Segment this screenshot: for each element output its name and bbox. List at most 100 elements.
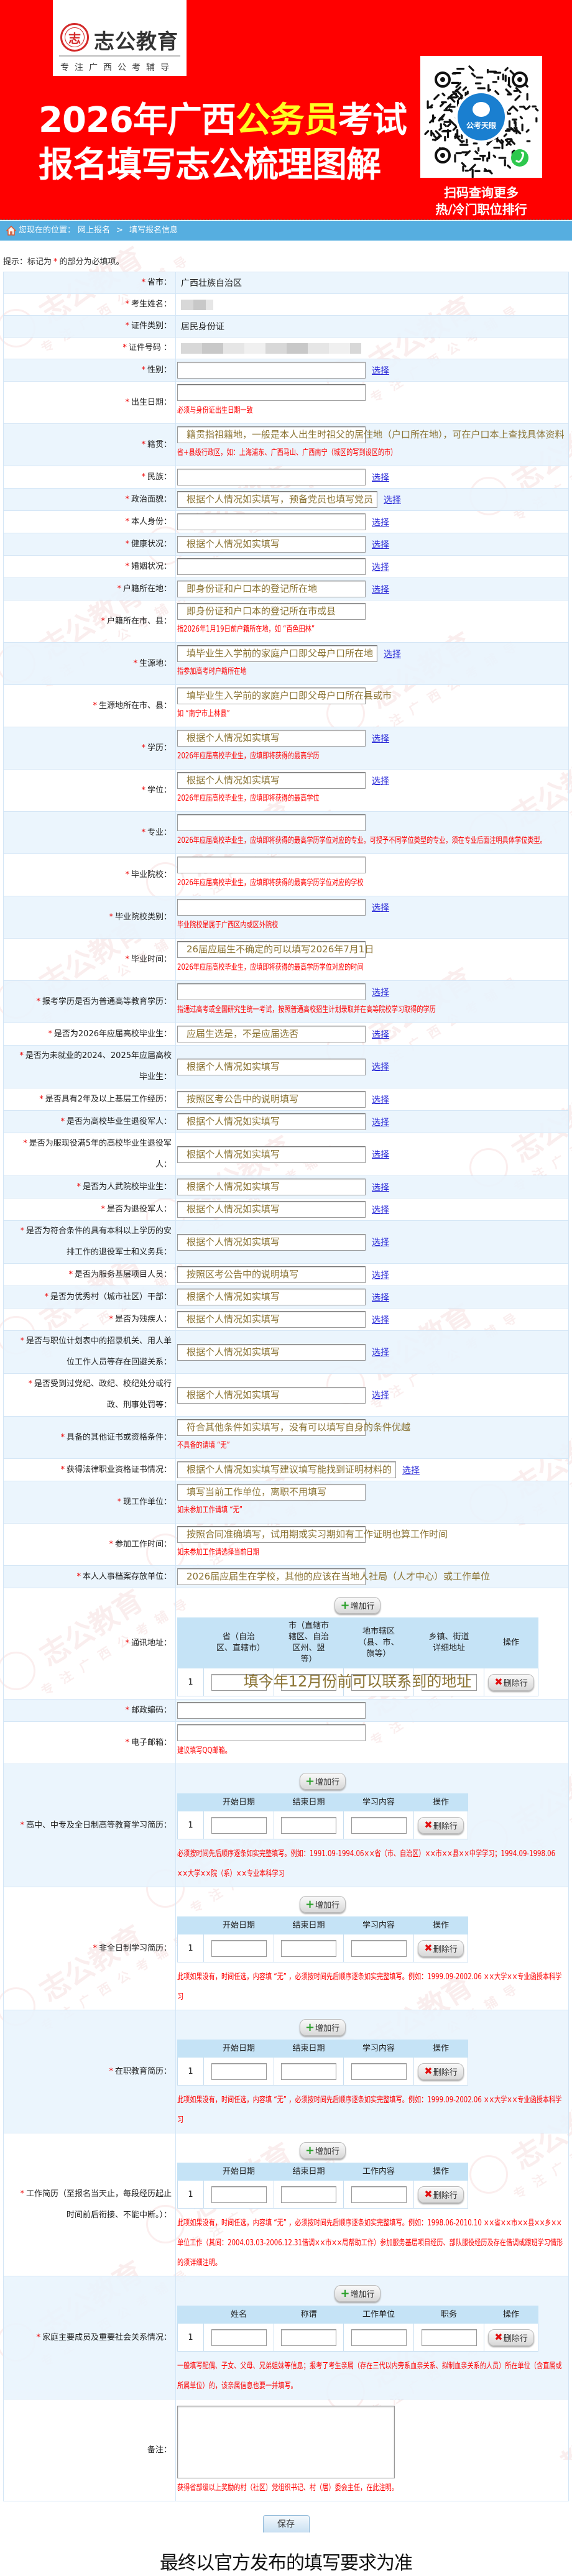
text-input[interactable]: 根据个人情况如实填写 xyxy=(177,1311,366,1328)
delete-row-button[interactable]: ✖ 删除行 xyxy=(488,2329,534,2346)
cell-input[interactable] xyxy=(351,1816,407,1834)
text-input[interactable] xyxy=(177,983,366,1000)
cell-input[interactable] xyxy=(351,1673,407,1691)
text-input[interactable]: 根据个人情况如实填写 xyxy=(177,730,366,747)
cell-input[interactable] xyxy=(211,2329,267,2346)
text-input[interactable] xyxy=(177,513,366,530)
cell-input[interactable] xyxy=(421,2329,477,2346)
select-link[interactable]: 选择 xyxy=(372,517,389,528)
text-input[interactable]: 根据个人情况如实填写，预备党员也填写党员 xyxy=(177,491,378,508)
delete-row-button[interactable]: ✖ 删除行 xyxy=(418,2063,464,2080)
text-input[interactable]: 应届生选是，不是应届选否 xyxy=(177,1026,366,1042)
select-link[interactable]: 选择 xyxy=(372,584,389,595)
select-link[interactable]: 选择 xyxy=(372,1391,389,1401)
text-input[interactable]: 根据个人情况如实填写 xyxy=(177,536,366,553)
text-input[interactable] xyxy=(177,469,366,485)
remarks-textarea[interactable] xyxy=(177,2406,395,2478)
cell-input[interactable] xyxy=(281,2186,336,2203)
cell-input[interactable] xyxy=(211,1816,267,1834)
select-link[interactable]: 选择 xyxy=(372,1062,389,1072)
cell-input[interactable] xyxy=(351,2329,407,2346)
select-link[interactable]: 选择 xyxy=(372,734,389,744)
add-row-button[interactable]: + 增加行 xyxy=(334,1597,381,1614)
select-link[interactable]: 选择 xyxy=(372,562,389,573)
select-link[interactable]: 选择 xyxy=(372,366,389,376)
cell-input[interactable] xyxy=(211,2063,267,2080)
text-input[interactable]: 2026届应届生在学校，其他的应该在当地人社局（人才中心）或工作单位 xyxy=(177,1568,490,1585)
text-input[interactable]: 符合其他条件如实填写，没有可以填写自身的条件优越 xyxy=(177,1419,410,1436)
text-input[interactable]: 根据个人情况如实填写建议填写能找到证明材料的 xyxy=(177,1461,397,1478)
save-button[interactable]: 保存 xyxy=(262,2515,310,2532)
select-link[interactable]: 选择 xyxy=(372,1029,389,1040)
text-input[interactable]: 根据个人情况如实填写 xyxy=(177,772,366,789)
text-input[interactable]: 26届应届生不确定的可以填写2026年7月1日 xyxy=(177,941,374,958)
select-link[interactable]: 选择 xyxy=(402,1465,420,1476)
cell-input[interactable] xyxy=(281,2329,336,2346)
cell-input[interactable] xyxy=(281,1816,336,1834)
text-input[interactable]: 填毕业生入学前的家庭户口即父母户口所在地 xyxy=(177,645,378,662)
text-input[interactable]: 即身份证和户口本的登记所在地 xyxy=(177,581,366,597)
add-row-button[interactable]: + 增加行 xyxy=(334,2285,381,2302)
text-input[interactable]: 填写当前工作单位，离职不用填写 xyxy=(177,1484,366,1501)
select-link[interactable]: 选择 xyxy=(372,1150,389,1160)
select-link[interactable]: 选择 xyxy=(372,1270,389,1281)
delete-row-button[interactable]: ✖ 删除行 xyxy=(418,1939,464,1957)
cell-input[interactable] xyxy=(351,2186,407,2203)
select-link[interactable]: 选择 xyxy=(372,903,389,913)
select-link[interactable]: 选择 xyxy=(372,1315,389,1325)
select-link[interactable]: 选择 xyxy=(372,1095,389,1105)
text-input[interactable]: 按照区考公告中的说明填写 xyxy=(177,1091,366,1108)
select-link[interactable]: 选择 xyxy=(384,495,402,505)
select-link[interactable]: 选择 xyxy=(372,1348,389,1358)
cell-input[interactable] xyxy=(351,2063,407,2080)
text-input[interactable] xyxy=(177,899,366,916)
text-input[interactable]: 根据个人情况如实填写 xyxy=(177,1233,366,1251)
select-link[interactable]: 选择 xyxy=(372,1292,389,1303)
text-input[interactable] xyxy=(177,558,366,575)
cell-input[interactable] xyxy=(211,1939,267,1957)
select-link[interactable]: 选择 xyxy=(372,1182,389,1193)
text-input[interactable]: 籍贯指祖籍地，一般是本人出生时祖父的居住地（户口所在地），可在户口本上查找具体资… xyxy=(177,426,565,443)
text-input[interactable]: 按照区考公告中的说明填写 xyxy=(177,1266,366,1283)
cell-input[interactable] xyxy=(211,1673,267,1691)
text-input[interactable]: 根据个人情况如实填写 xyxy=(177,1201,366,1218)
text-input[interactable] xyxy=(177,814,366,831)
text-input[interactable]: 根据个人情况如实填写 xyxy=(177,1343,366,1361)
text-input[interactable]: 根据个人情况如实填写 xyxy=(177,1179,366,1195)
select-link[interactable]: 选择 xyxy=(372,987,389,998)
delete-row-button[interactable]: ✖ 删除行 xyxy=(418,2186,464,2203)
select-link[interactable]: 选择 xyxy=(372,472,389,483)
cell-input[interactable] xyxy=(281,1939,336,1957)
text-input[interactable]: 填毕业生入学前的家庭户口即父母户口所在县或市 xyxy=(177,688,392,704)
cell-input[interactable] xyxy=(421,1673,477,1691)
text-input[interactable]: 根据个人情况如实填写 xyxy=(177,1289,366,1305)
text-input[interactable] xyxy=(177,384,366,401)
select-link[interactable]: 选择 xyxy=(372,1117,389,1128)
text-input[interactable]: 按照合同准确填写，试用期或实习期如有工作证明也算工作时间 xyxy=(177,1526,448,1543)
cell-input[interactable] xyxy=(281,1673,336,1691)
select-link[interactable]: 选择 xyxy=(372,1205,389,1215)
add-row-button[interactable]: + 增加行 xyxy=(299,1773,346,1790)
text-input[interactable]: 根据个人情况如实填写 xyxy=(177,1386,366,1404)
select-link[interactable]: 选择 xyxy=(384,649,402,660)
cell-input[interactable] xyxy=(281,2063,336,2080)
delete-row-button[interactable]: ✖ 删除行 xyxy=(418,1816,464,1834)
select-link[interactable]: 选择 xyxy=(372,776,389,786)
select-link[interactable]: 选择 xyxy=(372,540,389,550)
text-input[interactable] xyxy=(177,362,366,379)
text-input[interactable] xyxy=(177,1702,366,1719)
add-row-button[interactable]: + 增加行 xyxy=(299,2019,346,2036)
home-icon[interactable] xyxy=(6,226,16,236)
text-input[interactable]: 根据个人情况如实填写 xyxy=(177,1113,366,1130)
breadcrumb-item-online-registration[interactable]: 网上报名 xyxy=(78,226,111,235)
cell-input[interactable] xyxy=(351,1939,407,1957)
qr-code[interactable]: 公考天眼 xyxy=(420,56,542,178)
text-input[interactable]: 即身份证和户口本的登记所在市或县 xyxy=(177,603,366,620)
select-link[interactable]: 选择 xyxy=(372,1238,389,1248)
text-input[interactable] xyxy=(177,857,366,873)
add-row-button[interactable]: + 增加行 xyxy=(299,1896,346,1913)
delete-row-button[interactable]: ✖ 删除行 xyxy=(488,1673,534,1691)
text-input[interactable]: 根据个人情况如实填写 xyxy=(177,1146,366,1163)
add-row-button[interactable]: + 增加行 xyxy=(299,2142,346,2159)
text-input[interactable] xyxy=(177,1724,366,1741)
